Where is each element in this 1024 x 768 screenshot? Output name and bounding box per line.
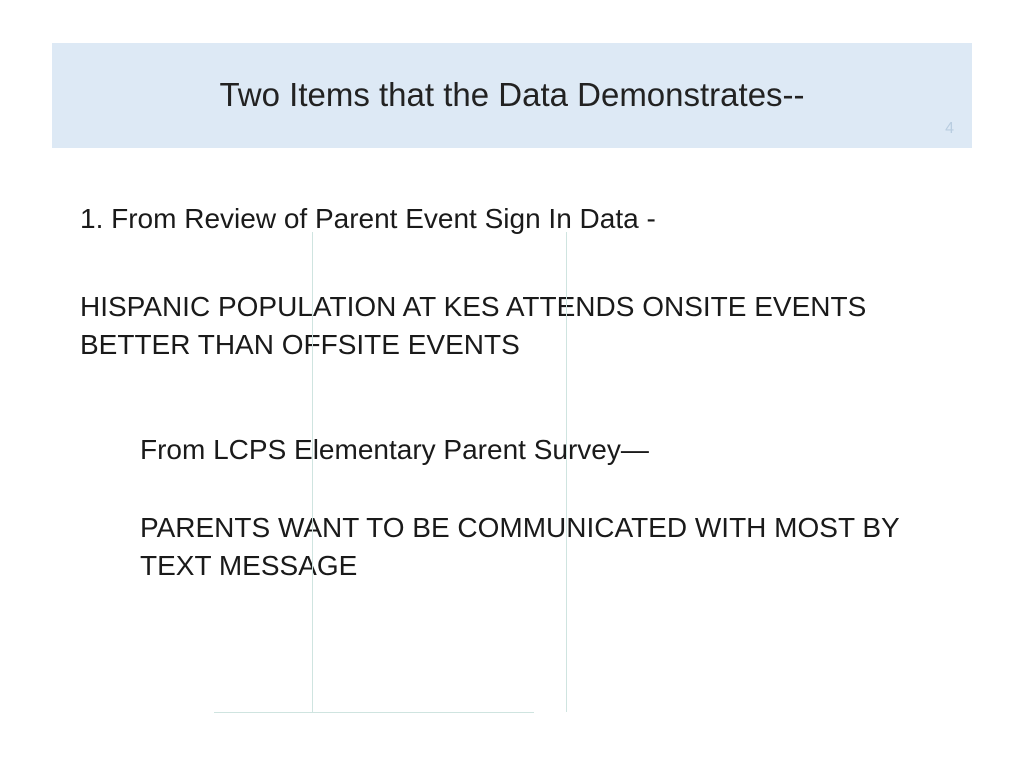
title-bar: Two Items that the Data Demonstrates-- 4	[52, 43, 972, 148]
body-content: 1. From Review of Parent Event Sign In D…	[80, 200, 950, 585]
item1-body: HISPANIC POPULATION AT KES ATTENDS ONSIT…	[80, 288, 950, 364]
decorative-rule-horizontal	[214, 712, 534, 713]
item2-heading: From LCPS Elementary Parent Survey—	[80, 431, 950, 469]
page-number: 4	[945, 120, 954, 138]
slide-title: Two Items that the Data Demonstrates--	[219, 73, 804, 118]
decorative-rule-vertical-1	[312, 232, 313, 712]
decorative-rule-vertical-2	[566, 232, 567, 712]
item1-heading: 1. From Review of Parent Event Sign In D…	[80, 200, 950, 238]
item2-body: PARENTS WANT TO BE COMMUNICATED WITH MOS…	[80, 509, 950, 585]
